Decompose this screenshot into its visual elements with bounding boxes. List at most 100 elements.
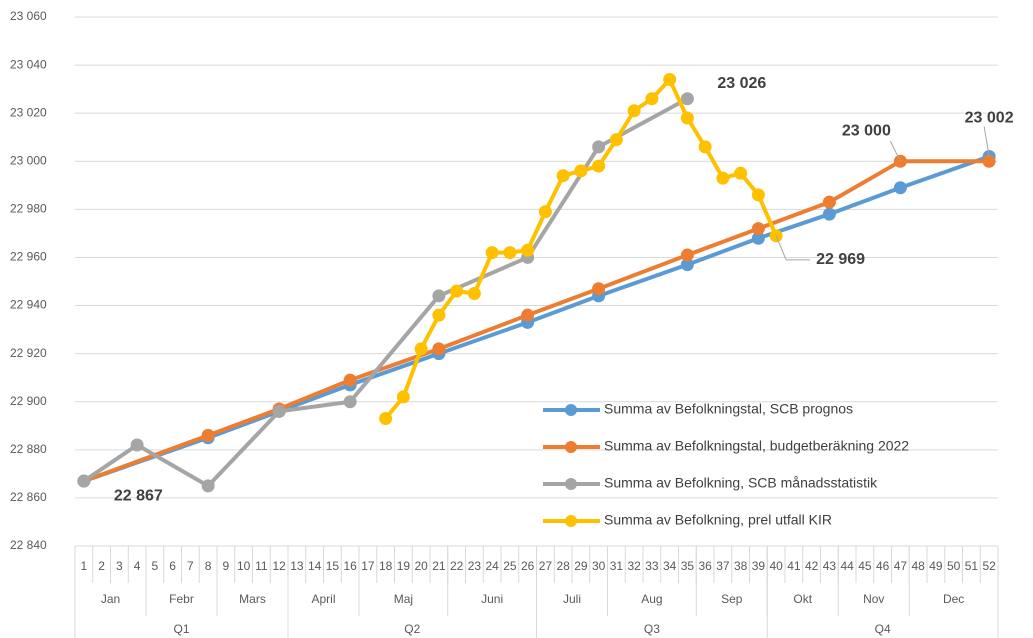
data-point <box>343 395 357 409</box>
data-point <box>432 308 446 322</box>
data-point <box>680 111 694 125</box>
data-point <box>485 246 499 260</box>
data-point <box>201 479 215 493</box>
data-point <box>521 308 535 322</box>
data-label: 23 000 <box>842 122 891 139</box>
x-tick-label: 31 <box>610 559 624 573</box>
data-label: 23 002 <box>965 110 1014 127</box>
x-tick-label: 44 <box>840 559 854 573</box>
x-tick-label: 6 <box>169 559 176 573</box>
data-point <box>822 195 836 209</box>
data-point <box>680 248 694 262</box>
data-point <box>503 246 517 260</box>
month-label: Jan <box>101 592 120 606</box>
data-label: 22 867 <box>114 487 163 504</box>
x-tick-label: 50 <box>947 559 961 573</box>
data-point <box>432 289 446 303</box>
legend-marker <box>565 404 577 416</box>
x-tick-label: 3 <box>116 559 123 573</box>
data-point <box>698 140 712 154</box>
data-point <box>201 428 215 442</box>
x-tick-label: 4 <box>134 559 141 573</box>
data-point <box>663 73 677 87</box>
legend-marker <box>565 441 577 453</box>
x-tick-label: 42 <box>805 559 819 573</box>
x-tick-label: 17 <box>361 559 375 573</box>
data-point <box>627 104 641 118</box>
data-point <box>521 243 535 257</box>
data-point <box>414 342 428 356</box>
data-point <box>716 171 730 185</box>
data-point <box>751 222 765 236</box>
x-tick-label: 41 <box>787 559 801 573</box>
data-point <box>609 133 623 147</box>
data-point <box>680 92 694 106</box>
x-tick-label: 24 <box>485 559 499 573</box>
data-point <box>467 287 481 301</box>
quarter-label: Q4 <box>875 622 891 636</box>
x-tick-label: 39 <box>752 559 766 573</box>
y-tick-label: 23 060 <box>10 9 47 23</box>
x-tick-label: 49 <box>929 559 943 573</box>
data-point <box>645 92 659 106</box>
legend-marker <box>565 478 577 490</box>
month-label: Maj <box>394 592 413 606</box>
x-tick-label: 28 <box>556 559 570 573</box>
legend-marker <box>565 515 577 527</box>
series-line <box>83 154 990 483</box>
month-label: Mars <box>239 592 266 606</box>
y-tick-label: 22 900 <box>10 394 47 408</box>
data-point <box>77 474 91 488</box>
x-tick-label: 21 <box>432 559 446 573</box>
data-point <box>379 412 393 426</box>
data-point <box>396 390 410 404</box>
x-tick-label: 11 <box>255 559 268 573</box>
x-tick-label: 22 <box>450 559 464 573</box>
y-tick-label: 22 980 <box>10 202 47 216</box>
x-tick-label: 13 <box>290 559 304 573</box>
x-tick-label: 33 <box>645 559 659 573</box>
data-point <box>272 404 286 418</box>
x-tick-label: 20 <box>414 559 428 573</box>
x-tick-label: 16 <box>343 559 357 573</box>
data-point <box>822 207 836 221</box>
data-point <box>893 181 907 195</box>
data-point <box>751 188 765 202</box>
month-label: Dec <box>943 592 964 606</box>
y-tick-label: 22 920 <box>10 346 47 360</box>
y-tick-label: 22 840 <box>10 538 47 552</box>
x-tick-label: 5 <box>152 559 159 573</box>
data-label: 22 969 <box>816 251 865 268</box>
month-label: Aug <box>641 592 662 606</box>
x-tick-label: 27 <box>539 559 553 573</box>
y-tick-label: 22 960 <box>10 250 47 264</box>
month-label: Febr <box>169 592 194 606</box>
data-point <box>538 205 552 219</box>
x-tick-label: 35 <box>681 559 695 573</box>
x-tick-label: 8 <box>205 559 212 573</box>
x-tick-label: 40 <box>769 559 783 573</box>
data-point <box>592 282 606 296</box>
data-point <box>130 438 144 452</box>
legend-label: Summa av Befolkning, SCB månadsstatistik <box>604 475 878 491</box>
x-tick-label: 38 <box>734 559 748 573</box>
data-point <box>982 154 996 168</box>
x-tick-label: 37 <box>716 559 730 573</box>
x-tick-label: 48 <box>911 559 925 573</box>
data-point <box>450 284 464 298</box>
y-tick-label: 22 880 <box>10 442 47 456</box>
leader-line <box>775 235 787 261</box>
data-point <box>574 164 588 178</box>
quarter-label: Q1 <box>173 622 189 636</box>
y-tick-label: 22 940 <box>10 298 47 312</box>
x-tick-label: 26 <box>521 559 535 573</box>
legend-label: Summa av Befolkningstal, budgetberäkning… <box>604 438 909 454</box>
month-label: Sep <box>721 592 743 606</box>
month-label: Juli <box>563 592 581 606</box>
quarter-label: Q3 <box>644 622 660 636</box>
x-tick-label: 51 <box>965 559 979 573</box>
data-point <box>751 231 765 245</box>
month-label: April <box>311 592 335 606</box>
x-tick-label: 15 <box>326 559 340 573</box>
x-tick-label: 7 <box>187 559 194 573</box>
